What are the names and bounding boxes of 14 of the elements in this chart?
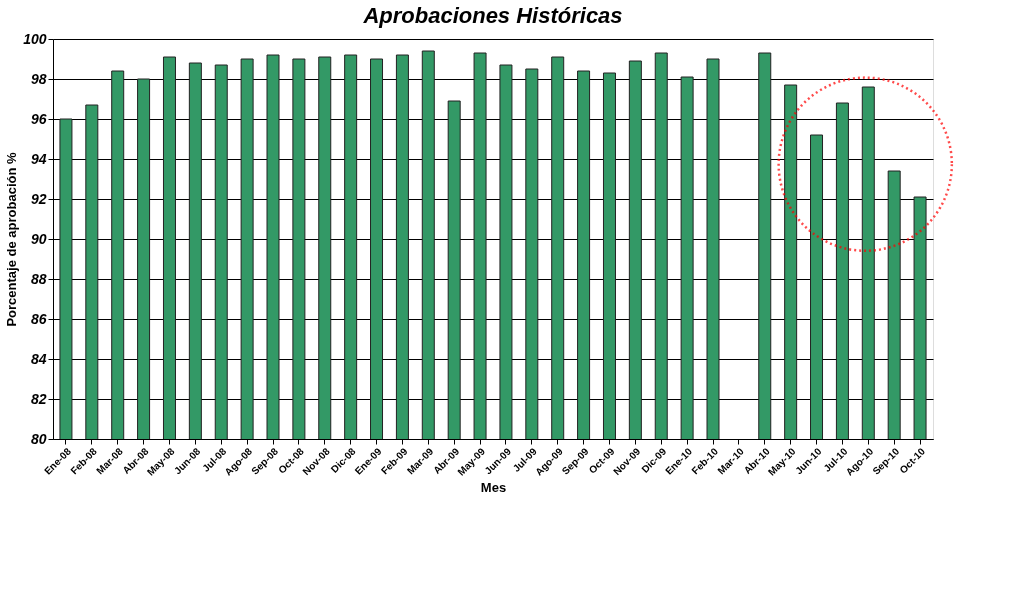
y-axis-title: Porcentaje de aprobación % xyxy=(4,152,20,327)
y-tick-label: 86 xyxy=(30,310,47,327)
y-tick-label: 88 xyxy=(30,270,47,287)
y-tick-label: 100 xyxy=(23,30,47,47)
y-tick-label: 94 xyxy=(30,150,47,167)
y-tick-label: 96 xyxy=(30,110,47,127)
y-tick-label: 90 xyxy=(30,230,47,247)
chart-title: Aprobaciones Históricas xyxy=(362,3,623,28)
y-tick-label: 84 xyxy=(30,350,47,367)
y-tick-label: 80 xyxy=(30,430,47,447)
y-tick-label: 98 xyxy=(30,70,47,87)
y-tick-label: 92 xyxy=(30,190,47,207)
y-tick-label: 82 xyxy=(30,390,47,407)
x-axis-title: Mes xyxy=(480,479,507,495)
